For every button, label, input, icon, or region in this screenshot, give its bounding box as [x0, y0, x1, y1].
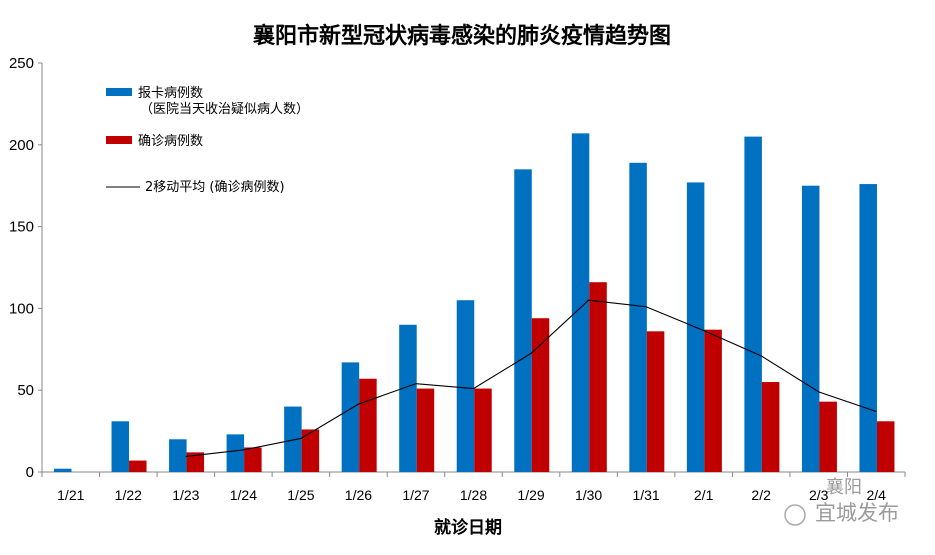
bar-reported: [744, 136, 762, 472]
x-tick-label: 1/31: [632, 487, 659, 503]
bar-confirmed: [416, 388, 435, 472]
x-tick-label: 1/26: [345, 487, 372, 503]
legend-label-blue-line2: （医院当天收治疑似病人数）: [140, 101, 309, 117]
x-tick-label: 1/28: [460, 487, 487, 503]
watermark-line2: 宜城发布: [815, 501, 899, 525]
wechat-icon: [784, 504, 806, 526]
bar-confirmed: [359, 378, 377, 472]
x-tick-label: 2/4: [866, 487, 886, 503]
y-tick-label: 50: [17, 382, 34, 399]
x-tick-label: 1/25: [287, 487, 314, 503]
bar-reported: [456, 300, 475, 472]
bar-reported: [111, 421, 130, 472]
watermark-line1: 襄阳: [826, 477, 862, 498]
x-tick-label: 2/1: [694, 487, 714, 503]
legend-label-red: 确诊病例数: [138, 134, 203, 149]
x-tick-label: 1/30: [575, 487, 602, 503]
bar-confirmed: [531, 318, 550, 472]
axes: 0 50 100 150 200 250 1/21 1/22 1/23 1/24 1/25 1/26 1…: [9, 55, 906, 503]
bar-reported: [399, 324, 417, 472]
chart-title: 襄阳市新型冠状病毒感染的肺炎疫情趋势图: [252, 23, 671, 49]
moving-average-line: [185, 299, 877, 458]
bar-confirmed: [301, 429, 320, 472]
legend-label-line: 2移动平均 (确诊病例数): [145, 180, 285, 195]
y-tick-label: 250: [9, 55, 34, 72]
watermark: 襄阳 宜城发布: [784, 477, 899, 526]
bar-confirmed: [876, 421, 895, 472]
bar-reported: [514, 169, 532, 472]
legend: 报卡病例数 （医院当天收治疑似病人数） 确诊病例数 2移动平均 (确诊病例数): [106, 86, 309, 195]
x-tick-label: 1/22: [115, 487, 142, 503]
y-tick-label: 200: [9, 137, 34, 154]
y-tick-label: 0: [26, 464, 34, 481]
legend-swatch-red: [106, 136, 132, 144]
bar-confirmed: [646, 331, 665, 472]
bar-reported: [169, 439, 187, 472]
bar-confirmed: [761, 382, 780, 472]
bar-reported: [859, 184, 877, 472]
y-tick-label: 100: [9, 300, 34, 317]
x-tick-label: 1/24: [230, 487, 257, 503]
legend-swatch-blue: [106, 88, 132, 96]
bar-confirmed: [704, 329, 722, 472]
bar-confirmed: [129, 460, 147, 472]
bar-confirmed: [819, 401, 837, 472]
bar-reported: [801, 185, 820, 472]
bars: [54, 133, 895, 473]
x-tick-label: 1/21: [57, 487, 84, 503]
bar-reported: [571, 133, 590, 472]
x-tick-label: 1/29: [517, 487, 544, 503]
bar-confirmed: [244, 447, 262, 472]
y-tick-label: 150: [9, 219, 34, 236]
bar-confirmed: [589, 282, 607, 472]
bar-reported: [341, 362, 360, 472]
moving-average-polyline: [185, 299, 877, 458]
bar-confirmed: [474, 388, 492, 472]
bar-reported: [54, 468, 72, 472]
x-tick-label: 2/3: [809, 487, 829, 503]
bar-reported: [629, 162, 647, 472]
x-tick-label: 1/23: [172, 487, 199, 503]
bar-reported: [284, 406, 302, 472]
x-tick-label: 2/2: [751, 487, 771, 503]
bar-reported: [226, 434, 245, 472]
x-tick-label: 1/27: [402, 487, 429, 503]
legend-label-blue: 报卡病例数: [138, 86, 203, 101]
bar-confirmed: [186, 452, 205, 472]
x-axis-title: 就诊日期: [434, 517, 502, 538]
